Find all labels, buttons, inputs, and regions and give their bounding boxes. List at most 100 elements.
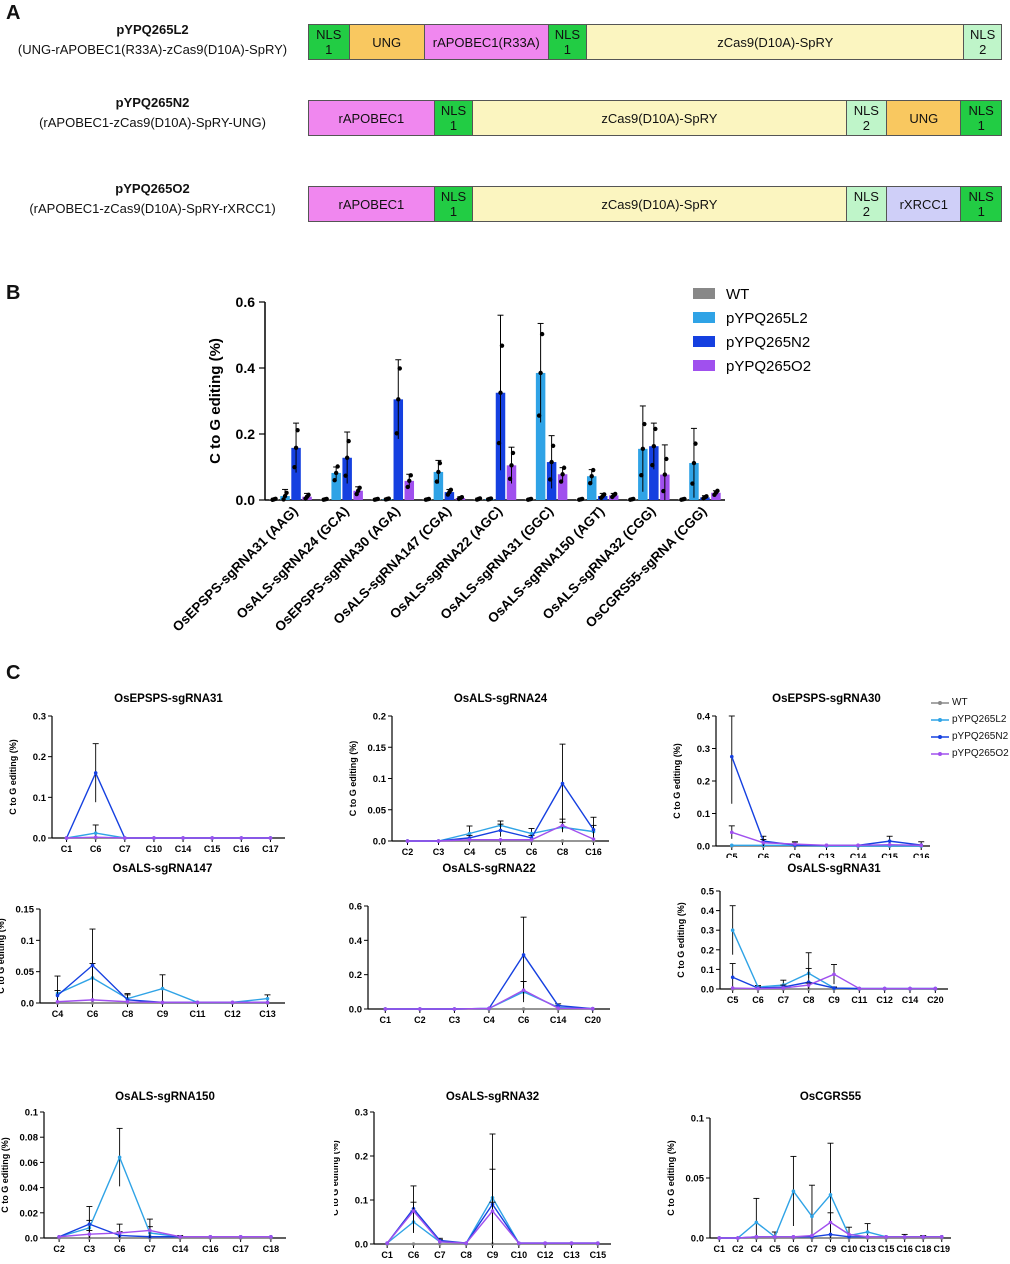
legend-label: pYPQ265O2 xyxy=(952,748,1009,759)
x-tick-label: C15 xyxy=(878,1244,895,1254)
series-point xyxy=(884,1235,888,1239)
panel-c-label: C xyxy=(6,662,21,684)
data-point xyxy=(664,456,669,462)
legend-dot xyxy=(938,717,942,722)
y-axis-label: C to G editing (%) xyxy=(672,743,682,819)
y-tick-label: 0.15 xyxy=(368,743,387,754)
construct-segment: rAPOBEC1(R33A) xyxy=(424,25,549,59)
y-tick-label: 0.05 xyxy=(686,1174,705,1185)
data-point xyxy=(510,450,516,456)
legend-label: pYPQ265L2 xyxy=(726,310,808,327)
series-point xyxy=(238,1234,243,1239)
y-tick-label: 0.0 xyxy=(701,985,714,996)
y-tick-label: 0.4 xyxy=(697,712,711,723)
series-point xyxy=(436,839,441,843)
series-point xyxy=(64,836,69,840)
series-point xyxy=(856,843,860,848)
construct-segment: UNG xyxy=(887,101,962,135)
y-tick-label: 0.4 xyxy=(701,906,715,917)
series-point xyxy=(832,986,836,990)
data-point xyxy=(394,431,399,436)
legend-swatch xyxy=(693,288,715,299)
x-tick-label: C8 xyxy=(803,995,815,1005)
series-point xyxy=(560,781,565,786)
series-point xyxy=(591,837,596,841)
data-point xyxy=(602,492,607,497)
x-tick-label: C3 xyxy=(84,1244,96,1254)
x-tick-label: C6 xyxy=(87,1009,99,1019)
y-tick-label: 0.0 xyxy=(697,842,710,853)
data-point xyxy=(690,481,695,486)
y-tick-label: 0.2 xyxy=(349,970,362,981)
legend-line-marker xyxy=(931,700,949,705)
x-tick-label: C13 xyxy=(259,1009,276,1019)
x-tick-label: C12 xyxy=(224,1009,241,1019)
legend-label: pYPQ265O2 xyxy=(726,358,811,375)
data-point xyxy=(293,445,299,451)
y-tick-label: 0.04 xyxy=(20,1183,39,1194)
series-point xyxy=(148,1228,152,1233)
y-axis-label: C to G editing (%) xyxy=(207,338,224,464)
series-point xyxy=(125,999,130,1004)
bar xyxy=(433,471,444,500)
x-tick-label: C7 xyxy=(778,995,790,1005)
series-point xyxy=(117,1155,122,1160)
bar-chart-c-to-g-editing: 0.00.20.40.6C to G editing (%)OsEPSPS-sg… xyxy=(170,286,811,635)
y-tick-label: 0.1 xyxy=(355,1196,369,1207)
x-tick-label: C6 xyxy=(788,1244,800,1254)
series-point xyxy=(93,831,98,835)
x-tick-label: C1 xyxy=(714,1244,726,1254)
series-point xyxy=(887,842,892,847)
chart-title: OsALS-sgRNA150 xyxy=(115,1091,215,1103)
legend-dot xyxy=(938,734,942,739)
x-tick-label: C4 xyxy=(52,1009,64,1019)
series-point xyxy=(467,831,472,836)
series-point xyxy=(793,842,797,846)
construct-segment: NLS 2 xyxy=(846,101,888,135)
construct-segment: zCas9(D10A)-SpRY xyxy=(473,101,847,135)
y-tick-label: 0.0 xyxy=(236,492,256,508)
series-point xyxy=(865,1235,870,1239)
y-axis-label: C to G editing (%) xyxy=(676,902,686,978)
x-tick-label: C7 xyxy=(119,844,131,854)
x-tick-label: C14 xyxy=(850,852,867,858)
series-point xyxy=(806,983,811,987)
series-point xyxy=(521,953,526,957)
y-tick-label: 0.2 xyxy=(373,712,386,723)
y-tick-label: 0.3 xyxy=(355,1108,368,1119)
construct-segment: rAPOBEC1 xyxy=(309,101,435,135)
y-tick-label: 0.0 xyxy=(373,837,386,848)
y-tick-label: 0.1 xyxy=(21,936,35,947)
data-point xyxy=(550,443,556,448)
x-tick-label: C15 xyxy=(590,1250,607,1260)
series-point xyxy=(181,836,185,840)
construct-segment: NLS 1 xyxy=(309,25,350,59)
y-tick-label: 0.0 xyxy=(21,999,34,1010)
series-point xyxy=(736,1236,740,1240)
y-tick-label: 0.6 xyxy=(349,902,362,913)
data-point xyxy=(405,484,410,490)
x-tick-label: C4 xyxy=(751,1244,763,1254)
x-tick-label: C10 xyxy=(511,1250,528,1260)
x-tick-label: C9 xyxy=(487,1250,499,1260)
legend-row: pYPQ265O2 xyxy=(930,745,1009,762)
data-point xyxy=(496,440,502,446)
data-point xyxy=(332,477,337,483)
construct-bar: rAPOBEC1 NLS 1 zCas9(D10A)-SpRY NLS 2 rXRCC1… xyxy=(308,186,1002,222)
series-point xyxy=(560,839,565,843)
y-tick-label: 0.0 xyxy=(25,1234,38,1245)
data-point xyxy=(407,478,412,484)
bar xyxy=(291,447,301,500)
line-chart: OsALS-sgRNA24 0.0 0.05 0.1 0.15 0.2 C to G edi… xyxy=(348,693,609,857)
legend-label: pYPQ265N2 xyxy=(952,731,1009,742)
series-point xyxy=(498,837,503,842)
series-point xyxy=(865,1230,870,1234)
x-tick-label: C2 xyxy=(414,1015,426,1025)
x-tick-label: C10 xyxy=(841,1244,858,1254)
series-point xyxy=(754,1220,759,1225)
series-point xyxy=(921,1235,925,1239)
series-point xyxy=(730,928,735,932)
x-tick-label: C8 xyxy=(460,1250,472,1260)
data-point xyxy=(448,487,454,493)
series-line xyxy=(731,756,922,847)
